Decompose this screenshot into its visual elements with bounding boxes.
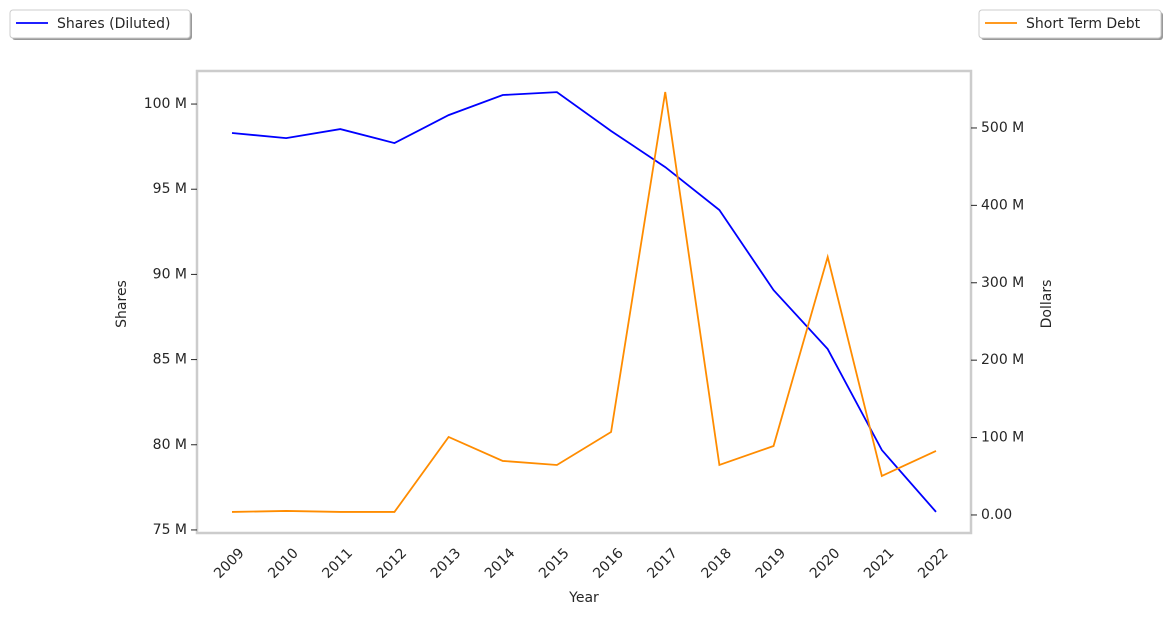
x-tick-label: 2011 [319,545,356,582]
y-tick-label: 75 M [153,522,187,538]
x-tick-label: 2022 [915,545,952,582]
y-tick-label: 90 M [153,266,187,282]
x-tick-label: 2010 [265,545,302,582]
y-tick-label: 100 M [144,96,187,112]
x-tick-label: 2009 [211,545,248,582]
x-tick-label: 2013 [428,545,465,582]
legend: Shares (Diluted) [9,9,192,40]
x-tick-label: 2019 [753,545,790,582]
legend-box [9,9,191,39]
legend-label: Shares (Diluted) [57,16,171,32]
y-tick-label: 85 M [153,352,187,368]
y2-tick-label: 0.00 [981,507,1012,523]
y-tick-label: 95 M [153,181,187,197]
x-tick-label: 2020 [807,545,844,582]
y2-tick-label: 300 M [981,275,1024,291]
x-tick-label: 2014 [482,545,519,582]
x-axis-label: Year [568,590,599,606]
x-tick-label: 2012 [374,545,411,582]
plot-frame [195,69,973,535]
y2-tick-label: 200 M [981,352,1024,368]
legend-label: Short Term Debt [1026,16,1141,32]
y2-axis-label: Dollars [1039,280,1055,329]
legend-box [978,9,1162,39]
x-tick-label: 2015 [536,545,573,582]
x-tick-label: 2021 [861,545,898,582]
series-line [231,91,937,513]
x-tick-label: 2018 [699,545,736,582]
y2-tick-label: 100 M [981,430,1024,446]
y-axis-label: Shares [114,280,130,328]
y2-tick-label: 400 M [981,197,1024,213]
y-tick-label: 80 M [153,437,187,453]
y2-tick-label: 500 M [981,120,1024,136]
x-tick-label: 2016 [590,545,627,582]
series-line [231,91,937,513]
x-tick-label: 2017 [644,545,681,582]
legend: Short Term Debt [978,9,1163,40]
